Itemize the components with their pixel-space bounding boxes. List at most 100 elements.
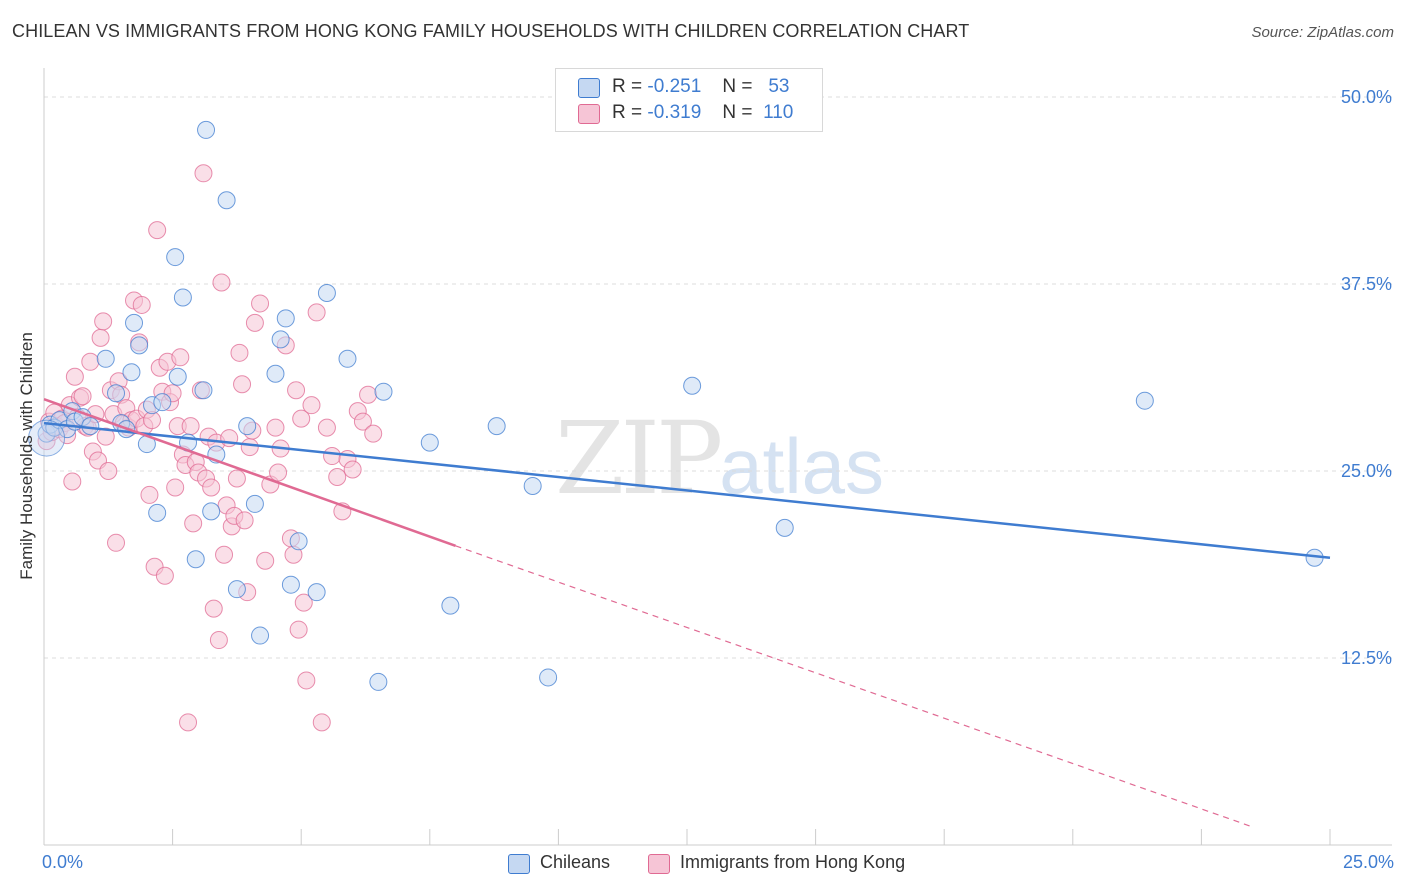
data-point <box>96 427 115 446</box>
x-tick-max: 25.0% <box>1342 852 1394 872</box>
data-point <box>235 511 254 530</box>
source-label: Source: ZipAtlas.com <box>1251 24 1394 41</box>
data-point <box>140 485 159 504</box>
data-point <box>168 367 187 386</box>
legend-r-label: R = <box>612 76 643 97</box>
y-axis-title: Family Households with Children <box>17 332 36 580</box>
data-point <box>171 348 190 367</box>
data-point <box>289 532 308 551</box>
data-point <box>523 476 542 495</box>
legend-n-label: N = <box>722 76 753 97</box>
data-point <box>166 478 185 497</box>
legend-r-value: -0.251 <box>647 76 702 97</box>
y-tick-label: 50.0% <box>1341 87 1392 107</box>
data-point <box>374 382 393 401</box>
data-point <box>353 412 372 431</box>
data-point <box>204 599 223 618</box>
axes <box>43 68 1392 846</box>
data-point <box>184 514 203 533</box>
data-point <box>63 472 82 491</box>
correlation-legend: R = -0.251 N = 53 R = -0.319 N = 110 <box>555 68 823 132</box>
data-point <box>312 713 331 732</box>
y-tick-label: 25.0% <box>1341 461 1392 481</box>
data-point <box>683 376 702 395</box>
data-point <box>99 462 118 480</box>
data-point <box>122 363 141 382</box>
data-point <box>364 424 383 443</box>
data-point <box>245 494 264 513</box>
data-point <box>155 566 174 585</box>
series-hong-kong-points <box>37 164 383 732</box>
data-point <box>256 551 275 570</box>
legend-n-value: 53 <box>768 76 790 97</box>
series-legend: Chileans Immigrants from Hong Kong <box>0 852 1406 878</box>
data-point <box>539 668 558 687</box>
data-point <box>245 313 264 332</box>
trend-line-hong-kong <box>43 398 456 547</box>
data-point <box>281 575 300 594</box>
data-point-cluster <box>28 419 66 457</box>
data-point <box>96 349 115 368</box>
data-point <box>91 328 110 347</box>
data-point <box>202 502 221 521</box>
data-point <box>186 550 205 569</box>
y-tick-labels: 12.5% 25.0% 37.5% 50.0% <box>1341 87 1392 668</box>
data-point <box>487 417 506 436</box>
data-point <box>215 545 234 564</box>
data-point <box>307 303 326 322</box>
legend-r-label: R = <box>612 102 643 123</box>
data-point <box>238 417 257 436</box>
legend-n-value: 110 <box>763 102 794 123</box>
data-point <box>73 387 92 406</box>
data-point <box>775 518 794 537</box>
data-point <box>107 384 126 403</box>
data-point <box>107 533 126 552</box>
data-point <box>420 433 439 452</box>
legend-swatch-blue <box>578 78 600 98</box>
data-point <box>289 620 308 639</box>
data-point <box>132 295 151 314</box>
data-point <box>94 312 113 331</box>
data-point <box>271 330 290 349</box>
watermark: ZIPatlas <box>555 400 884 517</box>
legend-swatch-blue <box>508 854 530 874</box>
watermark-zip: ZIP <box>555 400 723 517</box>
data-point <box>266 364 285 383</box>
legend-label-hong-kong: Immigrants from Hong Kong <box>680 852 906 872</box>
data-point <box>323 447 342 466</box>
data-point <box>148 503 167 522</box>
data-point <box>217 191 236 210</box>
trend-line-hong-kong-extrapolated <box>455 545 1254 828</box>
data-point <box>269 463 288 482</box>
data-point <box>359 385 378 404</box>
trend-line-chileans <box>43 421 1331 560</box>
legend-swatch-pink <box>578 104 600 124</box>
data-point <box>227 469 246 488</box>
data-point <box>1135 391 1154 410</box>
x-tick-min: 0.0% <box>42 852 84 872</box>
data-point <box>294 593 313 612</box>
data-point <box>240 438 259 457</box>
data-point <box>166 248 185 267</box>
data-point <box>266 418 285 437</box>
data-point <box>194 381 213 400</box>
data-point <box>130 336 149 355</box>
data-point <box>317 418 336 437</box>
legend-r-value: -0.319 <box>647 102 702 123</box>
data-point <box>343 460 362 479</box>
data-point <box>81 352 100 371</box>
data-point <box>194 164 213 183</box>
data-point <box>338 349 357 368</box>
trend-lines <box>43 398 1331 828</box>
data-point <box>181 417 200 436</box>
data-point <box>276 309 295 328</box>
data-point <box>287 381 306 400</box>
data-point <box>230 343 249 362</box>
data-point <box>441 596 460 615</box>
data-point <box>233 375 252 394</box>
data-point <box>317 283 336 302</box>
data-point <box>369 672 388 691</box>
data-point <box>65 367 84 386</box>
data-point <box>148 221 167 240</box>
